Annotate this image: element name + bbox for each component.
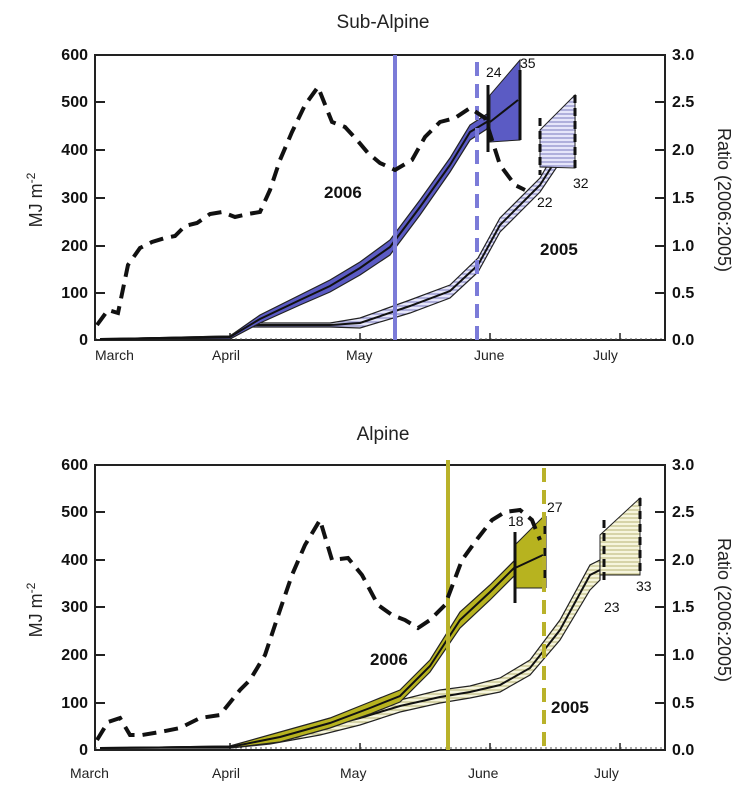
year-label-2005: 2005 (551, 698, 589, 717)
tick-label: 0 (79, 332, 88, 349)
tick-label: 3.0 (672, 47, 694, 64)
series-2006-line (99, 566, 516, 749)
forecast-line-2006 (514, 554, 544, 569)
tick-label: 400 (61, 142, 88, 159)
tick-label: 0 (79, 742, 88, 759)
tick-label: 1.0 (672, 238, 694, 255)
left-tick-labels: 0 100 200 300 400 500 600 (61, 47, 88, 349)
forecast-box-2005 (599, 496, 641, 576)
right-tick-labels: 0.0 0.5 1.0 1.5 2.0 2.5 3.0 (672, 47, 694, 349)
tick-label: 1.0 (672, 647, 694, 664)
panel-sub-alpine: Sub-Alpine 0 100 200 300 400 500 600 0.0… (24, 12, 734, 363)
forecast-line-2006 (489, 99, 519, 123)
year-label-2006: 2006 (324, 183, 362, 202)
box-label: 32 (573, 175, 589, 191)
box-label: 18 (508, 513, 524, 529)
chart-title: Alpine (357, 424, 410, 445)
tick-label: 1.5 (672, 599, 694, 616)
tick-label: 200 (61, 238, 88, 255)
forecast-box-2005 (539, 93, 576, 169)
tick-label: 2.5 (672, 94, 694, 111)
tick-label: 3.0 (672, 457, 694, 474)
box-label: 35 (520, 55, 536, 71)
month-labels: March April May June July (95, 347, 618, 363)
month-label: May (340, 765, 366, 781)
box-label: 33 (636, 578, 652, 594)
month-label: June (474, 347, 505, 363)
box-label: 27 (547, 499, 563, 515)
series-2006-line (99, 119, 491, 340)
tick-label: 100 (61, 285, 88, 302)
box-label: 24 (486, 64, 502, 80)
plot-frame (94, 54, 666, 341)
tick-label: 0.0 (672, 332, 694, 349)
tick-label: 2.0 (672, 552, 694, 569)
panel-alpine: Alpine 0 100 200 300 400 500 600 0.0 0.5… (24, 424, 734, 781)
ratio-line (95, 82, 526, 327)
tick-label: 2.5 (672, 504, 694, 521)
chart-title: Sub-Alpine (337, 12, 430, 33)
tick-label: 0.5 (672, 285, 694, 302)
series-2005-band (99, 115, 576, 340)
month-label: April (212, 765, 240, 781)
year-label-2006: 2006 (370, 650, 408, 669)
month-label: June (468, 765, 499, 781)
tick-label: 500 (61, 94, 88, 111)
y-axis-label-left: MJ m-2 (24, 582, 46, 637)
tick-label: 300 (61, 599, 88, 616)
tick-label: 600 (61, 457, 88, 474)
tick-label: 500 (61, 504, 88, 521)
month-label: May (346, 347, 372, 363)
tick-label: 600 (61, 47, 88, 64)
month-label: March (95, 347, 134, 363)
month-label: April (212, 347, 240, 363)
tick-label: 100 (61, 695, 88, 712)
ratio-line (95, 507, 542, 742)
left-ticks (95, 54, 665, 341)
tick-label: 0.5 (672, 695, 694, 712)
month-label: July (594, 765, 619, 781)
y-axis-label-left: MJ m-2 (24, 172, 46, 227)
month-labels: March April May June July (70, 765, 619, 781)
month-ticks (229, 743, 621, 750)
year-label-2005: 2005 (540, 240, 578, 259)
tick-label: 400 (61, 552, 88, 569)
y-axis-label-right: Ratio (2006:2005) (714, 538, 734, 682)
tick-label: 0.0 (672, 742, 694, 759)
tick-label: 2.0 (672, 142, 694, 159)
series-2005-line (99, 129, 576, 340)
tick-label: 300 (61, 190, 88, 207)
left-ticks (95, 464, 665, 751)
box-label: 22 (537, 194, 553, 210)
box-label: 23 (604, 599, 620, 615)
tick-label: 200 (61, 647, 88, 664)
month-label: July (593, 347, 618, 363)
month-label: March (70, 765, 109, 781)
y-axis-label-right: Ratio (2006:2005) (714, 128, 734, 272)
right-tick-labels: 0.0 0.5 1.0 1.5 2.0 2.5 3.0 (672, 457, 694, 759)
tick-label: 1.5 (672, 190, 694, 207)
forecast-box-2006 (489, 58, 521, 143)
left-tick-labels: 0 100 200 300 400 500 600 (61, 457, 88, 759)
